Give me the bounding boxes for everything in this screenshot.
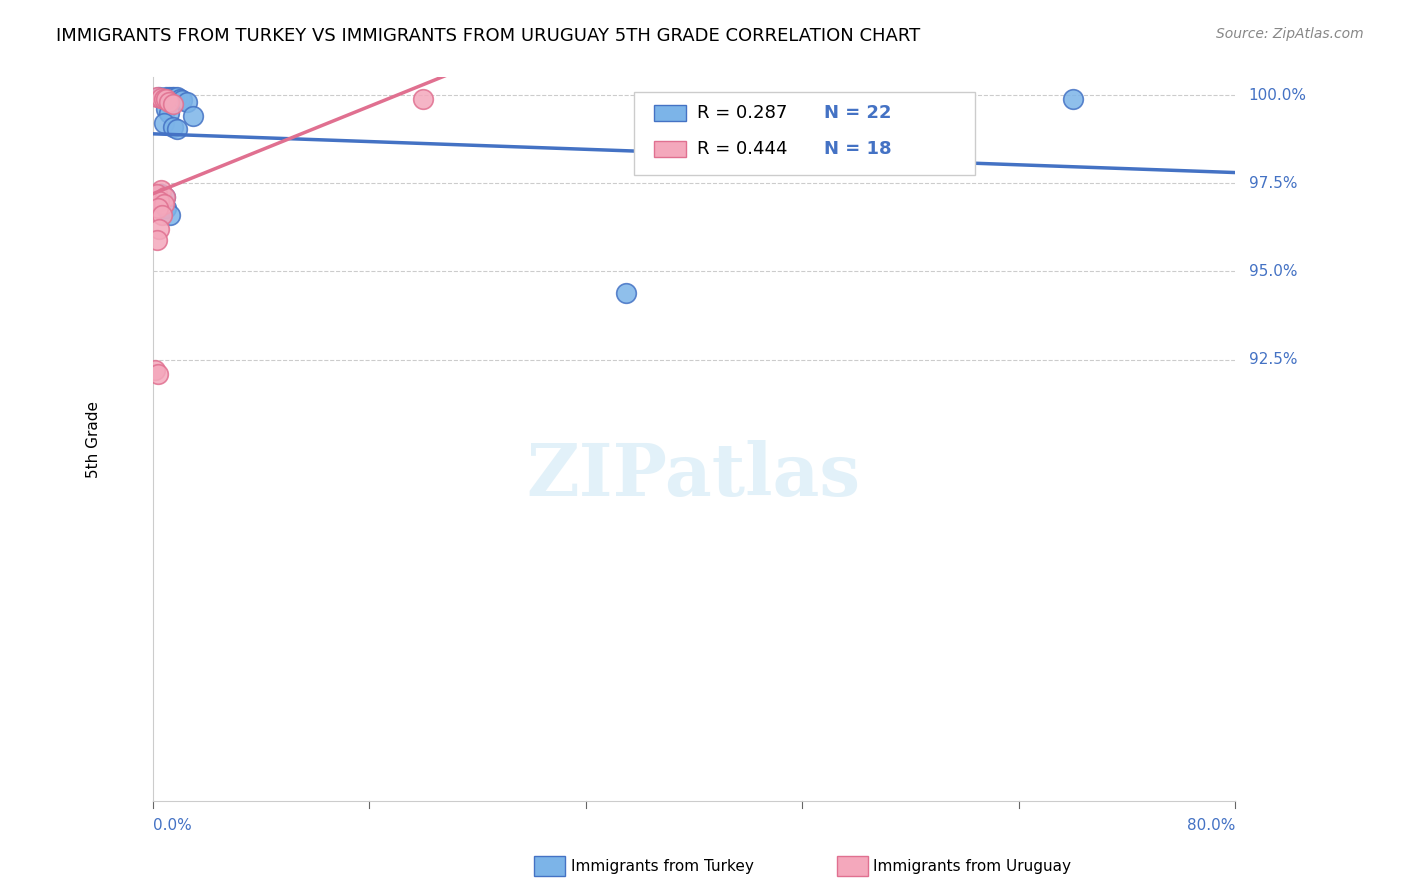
- FancyBboxPatch shape: [654, 105, 686, 120]
- Point: [176, 95, 198, 110]
- Point: [155, 92, 177, 106]
- Point: [1062, 92, 1084, 106]
- Text: Source: ZipAtlas.com: Source: ZipAtlas.com: [1216, 27, 1364, 41]
- Text: 5th Grade: 5th Grade: [86, 401, 101, 477]
- Point: [149, 90, 172, 104]
- Point: [148, 222, 170, 236]
- Point: [157, 95, 180, 110]
- Point: [150, 195, 173, 210]
- Point: [148, 90, 170, 104]
- Point: [172, 94, 194, 108]
- Point: [157, 90, 180, 104]
- Point: [160, 90, 183, 104]
- Point: [146, 201, 169, 215]
- Point: [149, 186, 172, 201]
- Point: [162, 120, 184, 134]
- Point: [166, 90, 188, 104]
- Text: 100.0%: 100.0%: [1249, 87, 1306, 103]
- Point: [155, 90, 177, 104]
- Point: [152, 116, 174, 130]
- Point: [148, 194, 170, 208]
- Point: [146, 90, 169, 104]
- Point: [412, 92, 434, 106]
- Point: [145, 363, 167, 377]
- Point: [163, 90, 186, 104]
- Text: N = 18: N = 18: [824, 140, 891, 158]
- Point: [155, 102, 177, 116]
- Point: [146, 233, 169, 247]
- Point: [157, 105, 180, 120]
- Point: [146, 186, 169, 201]
- Point: [166, 121, 188, 136]
- Point: [169, 92, 191, 106]
- Text: 0.0%: 0.0%: [153, 818, 191, 833]
- Point: [146, 367, 169, 381]
- Text: 80.0%: 80.0%: [1187, 818, 1234, 833]
- FancyBboxPatch shape: [634, 92, 976, 175]
- Point: [149, 183, 172, 197]
- Text: R = 0.287: R = 0.287: [697, 103, 787, 122]
- Text: 97.5%: 97.5%: [1249, 176, 1298, 191]
- Point: [153, 190, 176, 204]
- Text: 92.5%: 92.5%: [1249, 352, 1298, 368]
- Point: [159, 208, 181, 222]
- Text: 95.0%: 95.0%: [1249, 264, 1298, 279]
- Text: R = 0.444: R = 0.444: [697, 140, 787, 158]
- Point: [150, 208, 173, 222]
- Text: IMMIGRANTS FROM TURKEY VS IMMIGRANTS FROM URUGUAY 5TH GRADE CORRELATION CHART: IMMIGRANTS FROM TURKEY VS IMMIGRANTS FRO…: [56, 27, 921, 45]
- Text: ZIPatlas: ZIPatlas: [527, 440, 860, 511]
- Point: [155, 201, 177, 215]
- Point: [181, 109, 204, 123]
- Point: [614, 285, 637, 300]
- Point: [152, 92, 174, 106]
- Text: Immigrants from Uruguay: Immigrants from Uruguay: [873, 859, 1071, 873]
- Point: [162, 96, 184, 111]
- Point: [152, 197, 174, 211]
- Point: [153, 190, 176, 204]
- Text: N = 22: N = 22: [824, 103, 891, 122]
- FancyBboxPatch shape: [654, 141, 686, 157]
- Text: Immigrants from Turkey: Immigrants from Turkey: [571, 859, 754, 873]
